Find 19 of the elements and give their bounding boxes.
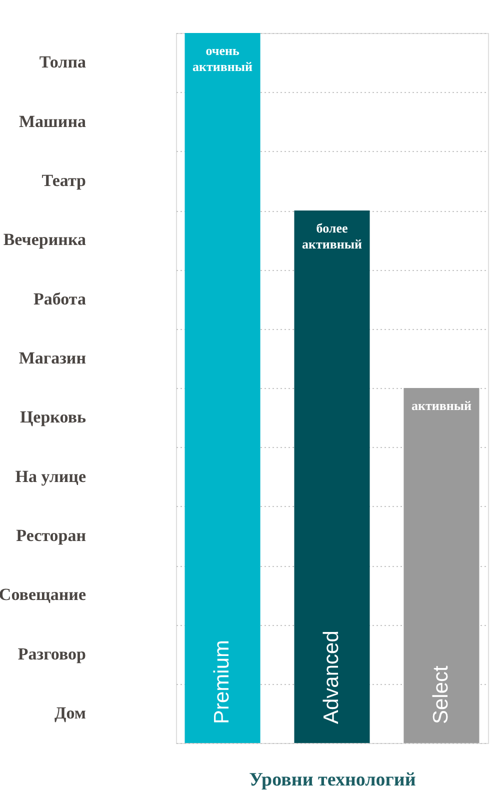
text: Магазин [18, 348, 86, 368]
annotation: более активный [302, 220, 363, 252]
text: Работа [34, 289, 86, 308]
x-tick-label: Select [429, 665, 452, 724]
text: На улице [15, 466, 86, 486]
text: Театр [42, 170, 86, 190]
x-axis-title: Уровни технологий [249, 770, 416, 790]
text: Вечеринка [3, 230, 86, 250]
text: Дом [54, 703, 86, 722]
annotation: активный [411, 398, 472, 413]
x-tick-label: Advanced [320, 630, 343, 724]
annotation: очень активный [192, 43, 254, 74]
text: Машина [19, 112, 86, 131]
x-tick-label: Premium [210, 640, 234, 724]
text: Толпа [39, 52, 86, 72]
text: Церковь [20, 408, 86, 427]
text: Разговор [18, 644, 86, 664]
text: Совещание [0, 585, 86, 604]
text: Ресторан [16, 526, 86, 545]
